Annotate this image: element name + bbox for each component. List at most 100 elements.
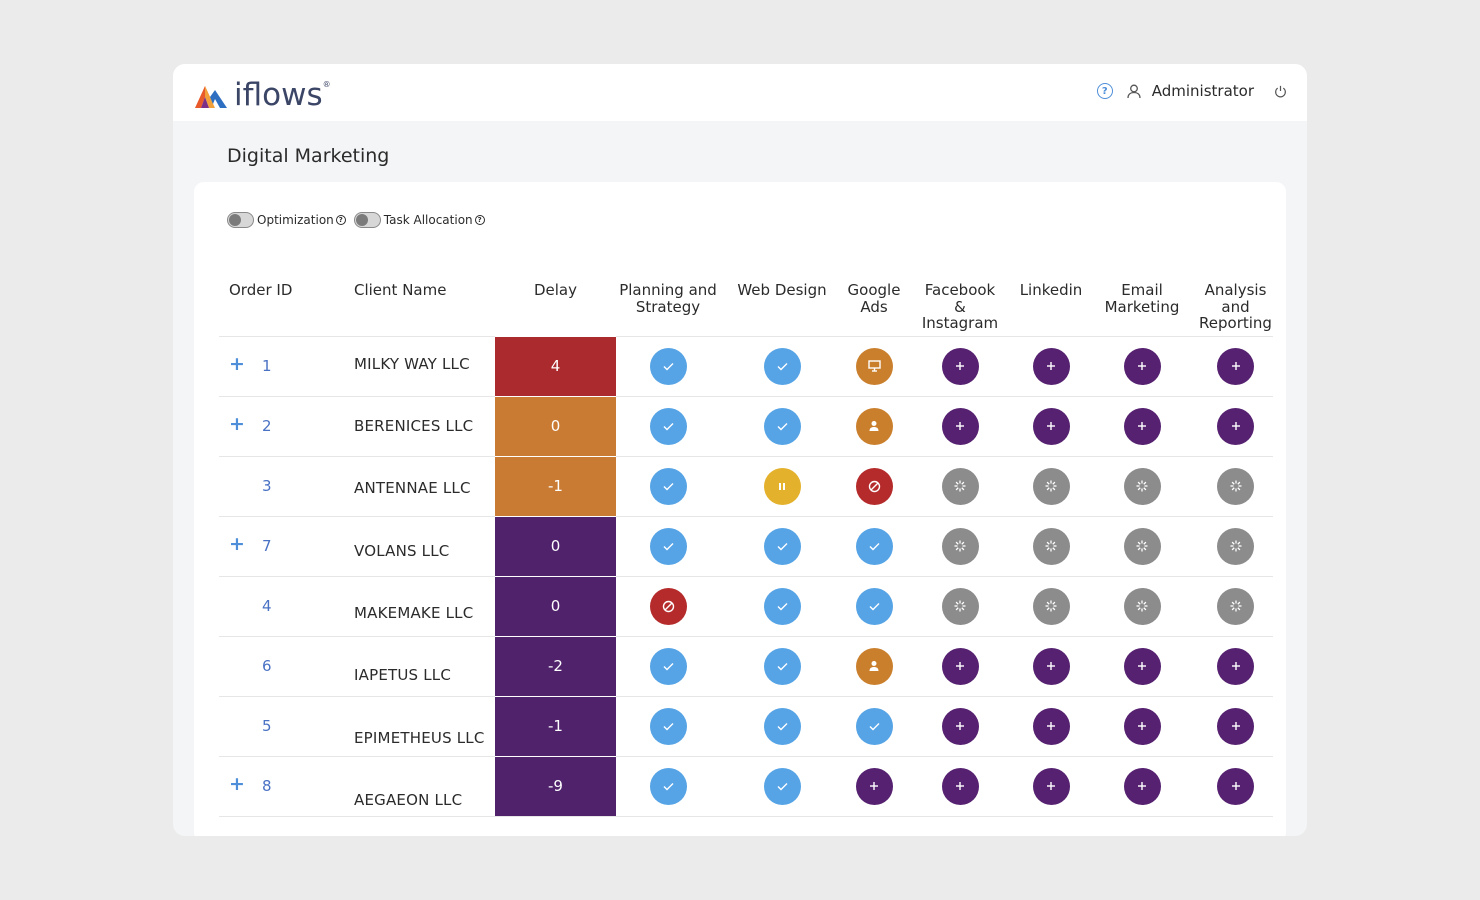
status-completed-button[interactable] xyxy=(649,647,687,685)
status-add-button[interactable] xyxy=(1032,407,1070,445)
help-icon[interactable]: ? xyxy=(1096,83,1113,99)
col-header-delay[interactable]: Delay xyxy=(533,281,577,299)
col-header-task[interactable]: Email Marketing xyxy=(1104,281,1180,316)
order-id-link[interactable]: 6 xyxy=(262,656,272,675)
status-pending-button[interactable] xyxy=(1032,467,1070,505)
status-pending-button[interactable] xyxy=(1217,527,1254,565)
table-row[interactable]: 5 EPIMETHEUS LLC -1 xyxy=(219,695,1273,756)
col-header-task[interactable]: Google Ads xyxy=(847,281,901,316)
status-completed-button[interactable] xyxy=(763,767,801,805)
task-status-cell xyxy=(1016,395,1086,456)
status-paused-button[interactable] xyxy=(763,467,801,505)
col-header-client-name[interactable]: Client Name xyxy=(354,281,447,299)
expand-row-button[interactable]: + xyxy=(229,412,245,435)
status-add-button[interactable] xyxy=(941,407,979,445)
status-add-button[interactable] xyxy=(1032,647,1070,685)
col-header-task[interactable]: Analysis and Reporting xyxy=(1199,281,1272,332)
order-id-link[interactable]: 5 xyxy=(262,716,272,735)
optimization-switch[interactable] xyxy=(227,212,254,228)
status-pending-button[interactable] xyxy=(1123,527,1161,565)
status-add-button[interactable] xyxy=(941,647,979,685)
status-completed-button[interactable] xyxy=(855,527,893,565)
status-add-button[interactable] xyxy=(1217,347,1254,385)
status-completed-button[interactable] xyxy=(649,467,687,505)
status-assigned-button[interactable] xyxy=(855,407,893,445)
plus-icon xyxy=(955,721,965,731)
order-id-link[interactable]: 7 xyxy=(262,536,272,555)
optimization-help-icon[interactable]: ? xyxy=(335,215,346,225)
order-id-link[interactable]: 2 xyxy=(262,416,272,435)
status-pending-button[interactable] xyxy=(1123,467,1161,505)
table-row[interactable]: 4 MAKEMAKE LLC 0 xyxy=(219,575,1273,636)
status-add-button[interactable] xyxy=(1123,767,1161,805)
col-header-task[interactable]: Linkedin xyxy=(1019,281,1083,299)
order-id-link[interactable]: 3 xyxy=(262,476,272,495)
expand-row-button[interactable]: + xyxy=(229,772,245,795)
table-row[interactable]: +7 VOLANS LLC 0 xyxy=(219,515,1273,576)
status-add-button[interactable] xyxy=(1123,347,1161,385)
status-add-button[interactable] xyxy=(941,347,979,385)
logout-icon[interactable] xyxy=(1274,85,1287,98)
task-allocation-help-icon[interactable]: ? xyxy=(474,215,485,225)
status-pending-button[interactable] xyxy=(1123,587,1161,625)
table-row[interactable]: +1 MILKY WAY LLC 4 xyxy=(219,335,1273,396)
status-completed-button[interactable] xyxy=(763,347,801,385)
table-row[interactable]: 3 ANTENNAE LLC -1 xyxy=(219,455,1273,516)
status-pending-button[interactable] xyxy=(941,467,979,505)
status-completed-button[interactable] xyxy=(649,527,687,565)
status-add-button[interactable] xyxy=(1217,407,1254,445)
client-name: IAPETUS LLC xyxy=(354,665,452,684)
user-menu[interactable]: Administrator xyxy=(1151,82,1254,100)
status-completed-button[interactable] xyxy=(763,707,801,745)
status-completed-button[interactable] xyxy=(763,527,801,565)
status-blocked-button[interactable] xyxy=(855,467,893,505)
col-header-order-id[interactable]: Order ID xyxy=(229,281,293,299)
status-completed-button[interactable] xyxy=(649,407,687,445)
table-row[interactable]: +8 AEGAEON LLC -9 xyxy=(219,755,1273,817)
expand-row-button[interactable]: + xyxy=(229,352,245,375)
status-pending-button[interactable] xyxy=(1217,587,1254,625)
status-add-button[interactable] xyxy=(1032,707,1070,745)
task-allocation-switch[interactable] xyxy=(353,212,381,228)
status-in-review-button[interactable] xyxy=(855,347,893,385)
status-completed-button[interactable] xyxy=(763,587,801,625)
status-add-button[interactable] xyxy=(1032,347,1070,385)
order-id-link[interactable]: 1 xyxy=(262,356,272,375)
status-pending-button[interactable] xyxy=(1032,527,1070,565)
status-add-button[interactable] xyxy=(855,767,893,805)
status-completed-button[interactable] xyxy=(649,347,687,385)
status-completed-button[interactable] xyxy=(855,587,893,625)
status-add-button[interactable] xyxy=(1123,407,1161,445)
expand-row-button[interactable]: + xyxy=(229,532,245,555)
status-completed-button[interactable] xyxy=(855,707,893,745)
col-header-task[interactable]: Web Design xyxy=(737,281,827,299)
status-blocked-button[interactable] xyxy=(649,587,687,625)
status-add-button[interactable] xyxy=(1032,767,1070,805)
task-allocation-toggle[interactable]: Task Allocation ? xyxy=(353,212,485,228)
col-header-task[interactable]: Planning and Strategy xyxy=(619,281,717,316)
status-add-button[interactable] xyxy=(1217,707,1254,745)
status-pending-button[interactable] xyxy=(941,527,979,565)
order-id-link[interactable]: 4 xyxy=(262,596,272,615)
status-completed-button[interactable] xyxy=(649,707,687,745)
status-completed-button[interactable] xyxy=(763,407,801,445)
status-add-button[interactable] xyxy=(1123,707,1161,745)
table-row[interactable]: 6 IAPETUS LLC -2 xyxy=(219,635,1273,696)
status-pending-button[interactable] xyxy=(1032,587,1070,625)
status-assigned-button[interactable] xyxy=(855,647,893,685)
status-add-button[interactable] xyxy=(1123,647,1161,685)
order-id-link[interactable]: 8 xyxy=(262,776,272,795)
col-header-task[interactable]: Facebook & Instagram xyxy=(921,281,999,332)
status-pending-button[interactable] xyxy=(941,587,979,625)
status-add-button[interactable] xyxy=(941,707,979,745)
table-row[interactable]: +2 BERENICES LLC 0 xyxy=(219,395,1273,456)
brand-logo[interactable]: iflows ® xyxy=(193,78,331,112)
status-add-button[interactable] xyxy=(1217,647,1254,685)
status-pending-button[interactable] xyxy=(1217,467,1254,505)
status-completed-button[interactable] xyxy=(649,767,687,805)
plus-icon xyxy=(955,781,965,791)
status-completed-button[interactable] xyxy=(763,647,801,685)
status-add-button[interactable] xyxy=(941,767,979,805)
optimization-toggle[interactable]: Optimization ? xyxy=(227,212,346,228)
status-add-button[interactable] xyxy=(1217,767,1254,805)
